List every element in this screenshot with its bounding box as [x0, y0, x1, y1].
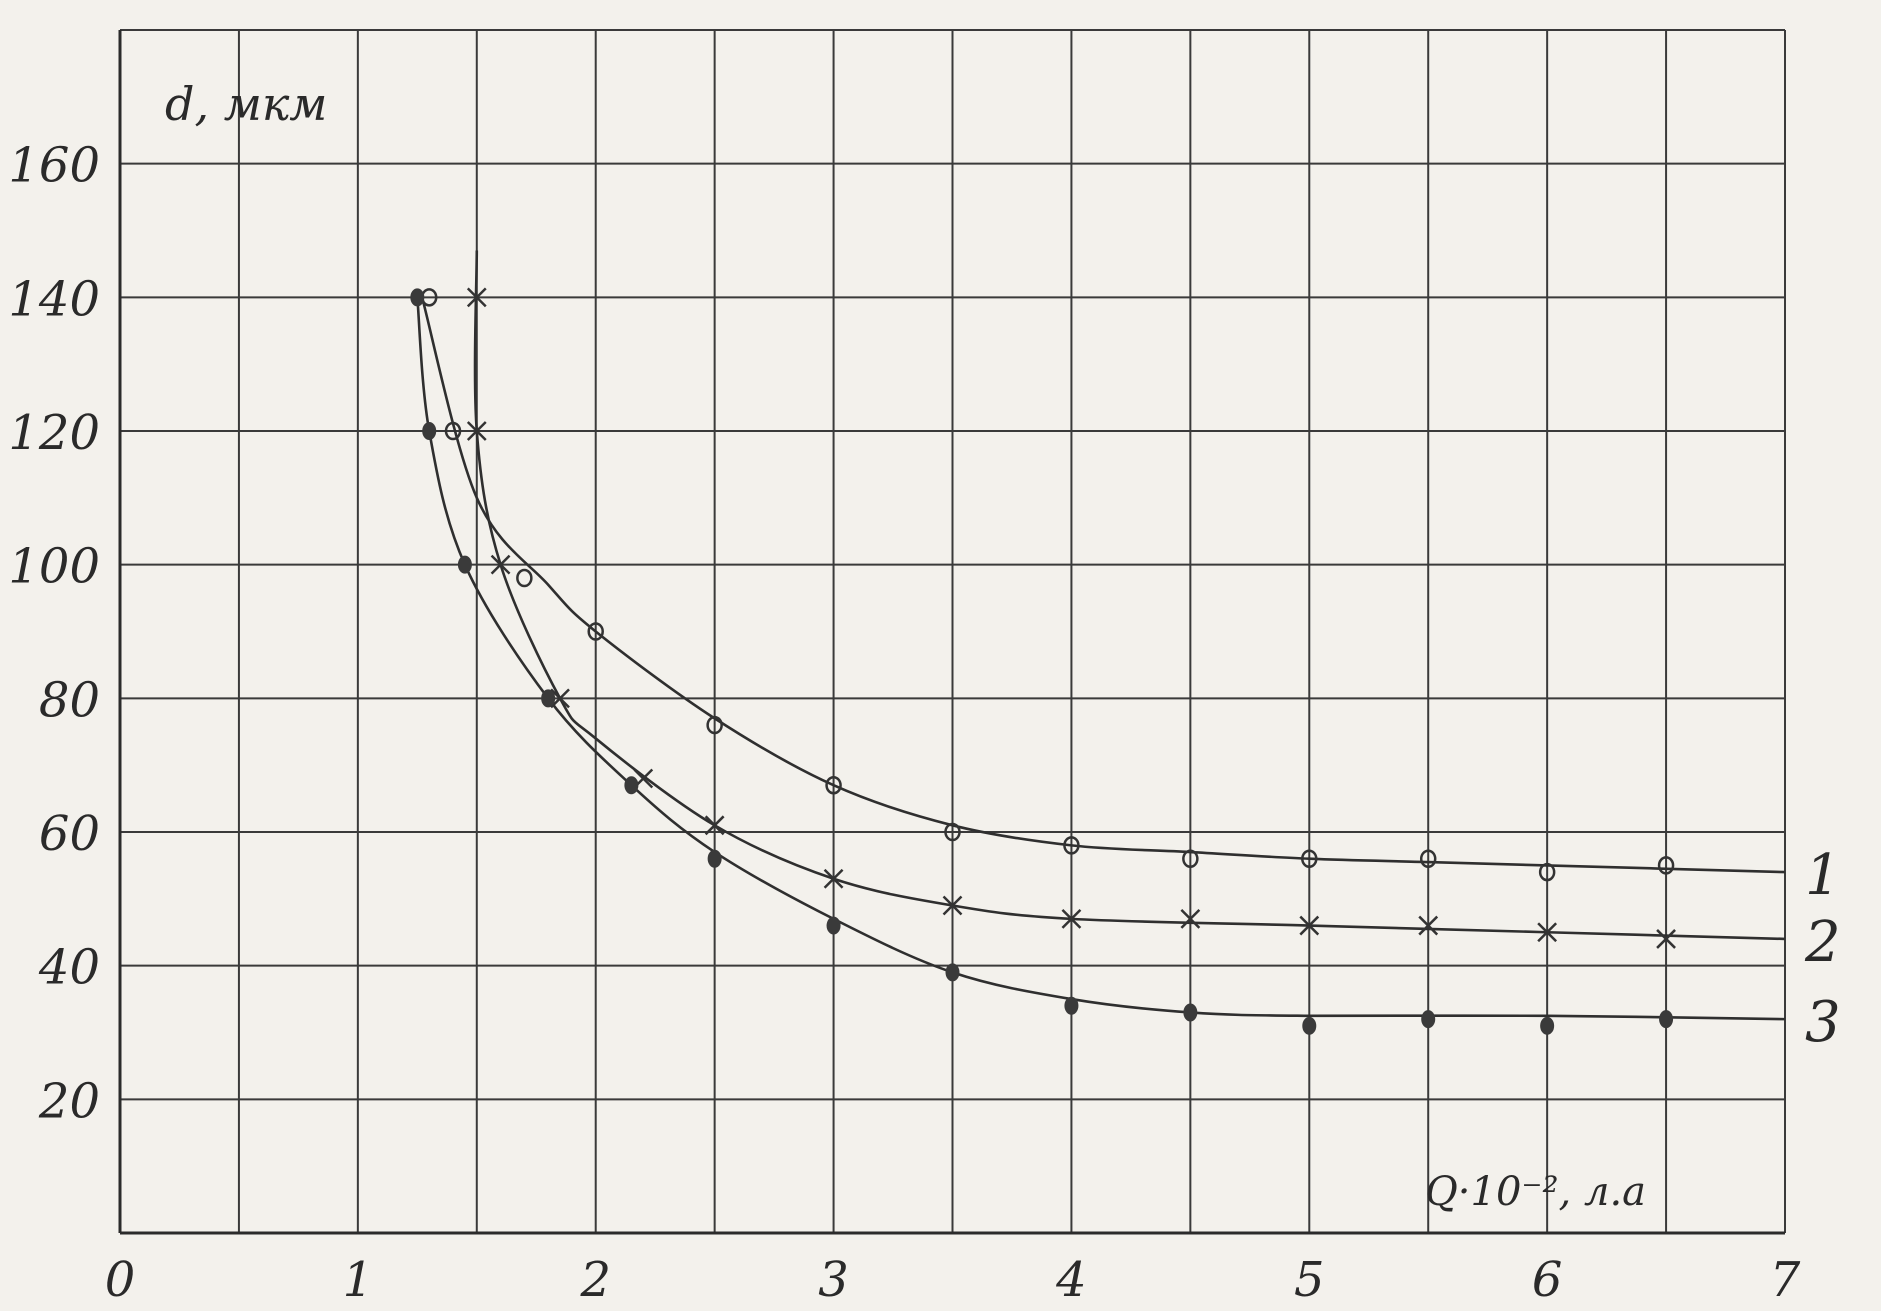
series-2-point: [490, 554, 511, 575]
y-tick-label: 40: [38, 940, 100, 996]
series-3-line: [416, 297, 1786, 1021]
y-tick-labels: 20 40 60 80 100 120 140 160: [8, 138, 100, 1130]
series-2-point: [1537, 922, 1558, 943]
x-axis-label: Q·10⁻², л.а: [1425, 1169, 1646, 1215]
series-1-point: [1657, 856, 1675, 875]
y-tick-label: 140: [8, 271, 100, 327]
series-2-point: [1061, 908, 1082, 929]
cross-stroke: [1180, 908, 1201, 929]
series-2-point: [1656, 929, 1676, 949]
cross-stroke: [466, 287, 487, 308]
series-2-point: [1418, 915, 1439, 936]
x-tick-labels: 0 1 2 3 4 5 6 7: [105, 1252, 1801, 1308]
series-3-point: [1659, 1010, 1674, 1029]
series-1-point: [706, 715, 723, 735]
series-3-point: [1064, 996, 1079, 1015]
series-1-label: 1: [1805, 843, 1841, 908]
series-2-label: 2: [1804, 910, 1841, 975]
series-2-point: [1180, 908, 1201, 929]
series-curves: [416, 250, 1786, 1021]
series-2-point: [466, 421, 487, 441]
cross-stroke: [490, 554, 511, 575]
series-1-point: [1538, 862, 1556, 882]
series-3-point: [422, 422, 437, 440]
cross-stroke: [1418, 915, 1439, 936]
series-2-point: [942, 895, 963, 916]
x-tick-label: 1: [343, 1252, 374, 1308]
series-3-point: [624, 776, 639, 795]
series-3-point: [826, 916, 841, 935]
series-1-point: [1419, 849, 1437, 868]
series-1-point: [1182, 849, 1199, 868]
series-1-point: [1063, 836, 1080, 855]
series-2-point: [466, 287, 487, 308]
x-tick-label: 5: [1294, 1252, 1325, 1308]
x-tick-label: 4: [1055, 1252, 1087, 1308]
y-tick-label: 120: [8, 405, 100, 461]
cross-stroke: [704, 815, 725, 836]
cross-stroke: [823, 868, 844, 889]
series-markers: [410, 287, 1676, 1035]
x-tick-label: 6: [1532, 1252, 1563, 1308]
series-2-line: [473, 250, 1786, 941]
y-axis-label: d, мкм: [165, 77, 327, 131]
grid: [120, 29, 1786, 1233]
y-tick-label: 80: [39, 672, 100, 728]
x-tick-label: 3: [818, 1252, 849, 1308]
series-1-line: [420, 296, 1786, 874]
series-1-point: [825, 775, 842, 795]
series-2-point: [704, 815, 725, 836]
series-1-point: [444, 421, 462, 441]
cross-stroke: [942, 895, 963, 916]
cross-stroke: [1299, 915, 1320, 936]
y-tick-label: 100: [8, 539, 100, 595]
series-1-point: [587, 622, 604, 641]
series-3-point: [1183, 1003, 1198, 1022]
series-3-point: [707, 849, 722, 868]
series-3-point: [1421, 1010, 1436, 1029]
y-tick-label: 160: [8, 138, 100, 194]
axes: [118, 30, 1785, 1235]
series-1-point: [1301, 849, 1318, 868]
y-tick-label: 20: [38, 1073, 100, 1129]
cross-stroke: [466, 421, 487, 441]
series-3-point: [541, 689, 556, 708]
series-labels: 12 3: [1804, 843, 1841, 1055]
x-tick-label: 7: [1770, 1252, 1801, 1308]
cross-stroke: [550, 688, 570, 709]
series-1-point: [944, 822, 961, 842]
series-2-point: [823, 868, 844, 889]
cross-stroke: [1061, 908, 1082, 929]
series-3-point: [945, 963, 960, 982]
x-tick-label: 2: [579, 1252, 611, 1308]
cross-stroke: [1537, 922, 1558, 943]
series-2-point: [550, 688, 570, 709]
series-3-point: [457, 555, 472, 574]
cross-stroke: [1656, 929, 1676, 949]
series-1-point: [516, 568, 533, 588]
series-3-point: [410, 288, 425, 307]
series-2-point: [1299, 915, 1320, 936]
series-3-point: [1540, 1016, 1555, 1035]
series-3-point: [1302, 1016, 1317, 1035]
series-3-label: 3: [1805, 990, 1841, 1055]
x-tick-label: 0: [105, 1252, 136, 1308]
y-tick-label: 60: [39, 806, 100, 862]
